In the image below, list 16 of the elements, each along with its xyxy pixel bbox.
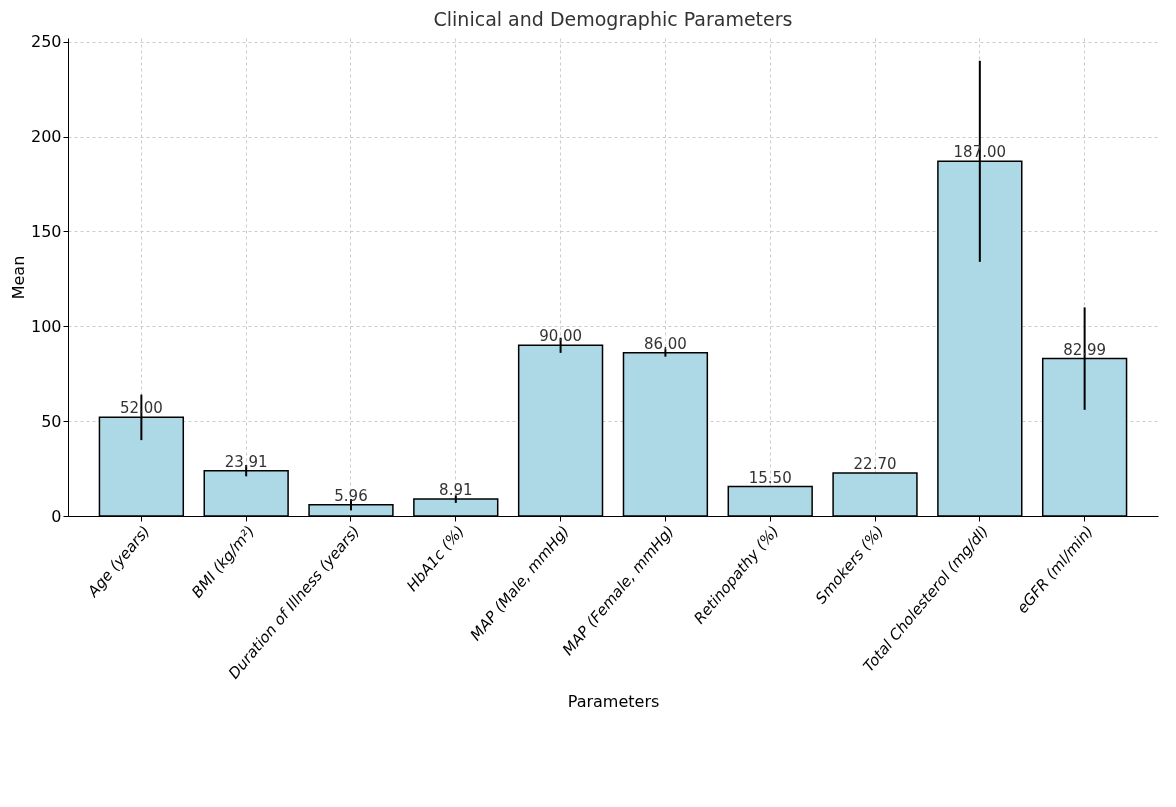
y-axis-title: Mean: [8, 255, 28, 300]
data-label: 5.96: [334, 486, 368, 505]
y-tick-label: 0: [51, 506, 62, 526]
chart-title: Clinical and Demographic Parameters: [433, 7, 793, 30]
data-label: 90.00: [539, 327, 583, 346]
x-axis-title: Parameters: [567, 691, 660, 711]
data-label: 23.91: [224, 452, 268, 471]
y-tick-label: 250: [30, 32, 62, 52]
y-tick-label: 200: [30, 127, 62, 147]
y-tick-label: 50: [41, 411, 62, 431]
data-label: 8.91: [439, 481, 473, 500]
data-label: 86.00: [643, 334, 687, 353]
data-label: 22.70: [853, 454, 897, 473]
y-tick-label: 100: [30, 316, 62, 336]
data-label: 15.50: [748, 468, 792, 487]
y-tick-label: 150: [30, 221, 62, 241]
